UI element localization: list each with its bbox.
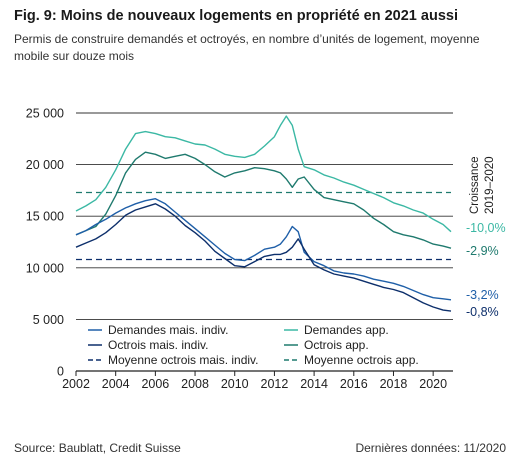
y-tick-label: 5 000 — [33, 313, 64, 327]
y-tick-label: 20 000 — [26, 158, 64, 172]
legend-label: Moyenne octrois app. — [304, 353, 419, 367]
growth-label: -0,8% — [466, 305, 499, 319]
x-tick-label: 2018 — [380, 377, 408, 391]
y-tick-label: 15 000 — [26, 210, 64, 224]
chart-source: Source: Baublatt, Credit Suisse — [14, 441, 181, 455]
legend-label: Octrois app. — [304, 338, 369, 352]
x-tick-label: 2020 — [419, 377, 447, 391]
legend-label: Moyenne octrois mais. indiv. — [108, 353, 259, 367]
series-line — [75, 203, 452, 312]
chart-subtitle: Permis de construire demandés et octroyé… — [14, 32, 480, 63]
x-tick-label: 2004 — [102, 377, 130, 391]
growth-title-period: 2019–2020 — [484, 156, 496, 214]
series-line — [75, 151, 452, 249]
growth-label: -2,9% — [466, 244, 499, 258]
last-data-note: Dernières données: 11/2020 — [355, 441, 506, 455]
x-tick-label: 2010 — [221, 377, 249, 391]
legend-background — [84, 321, 434, 367]
y-tick-label: 0 — [57, 365, 64, 379]
growth-label: -10,0% — [466, 221, 506, 235]
series-line — [75, 115, 452, 233]
growth-label: -3,2% — [466, 288, 499, 302]
y-tick-label: 10 000 — [26, 261, 64, 275]
legend-label: Demandes mais. indiv. — [108, 323, 229, 337]
y-tick-label: 25 000 — [26, 107, 64, 121]
x-tick-label: 2002 — [62, 377, 90, 391]
chart-title: Fig. 9: Moins de nouveaux logements en p… — [14, 8, 458, 24]
x-tick-label: 2014 — [300, 377, 328, 391]
x-tick-label: 2006 — [141, 377, 169, 391]
x-tick-label: 2008 — [181, 377, 209, 391]
x-tick-label: 2016 — [340, 377, 368, 391]
growth-title: Croissance — [469, 156, 481, 214]
legend-label: Demandes app. — [304, 323, 389, 337]
series-line — [75, 198, 452, 301]
x-tick-label: 2012 — [261, 377, 289, 391]
legend-label: Octrois mais. indiv. — [108, 338, 208, 352]
